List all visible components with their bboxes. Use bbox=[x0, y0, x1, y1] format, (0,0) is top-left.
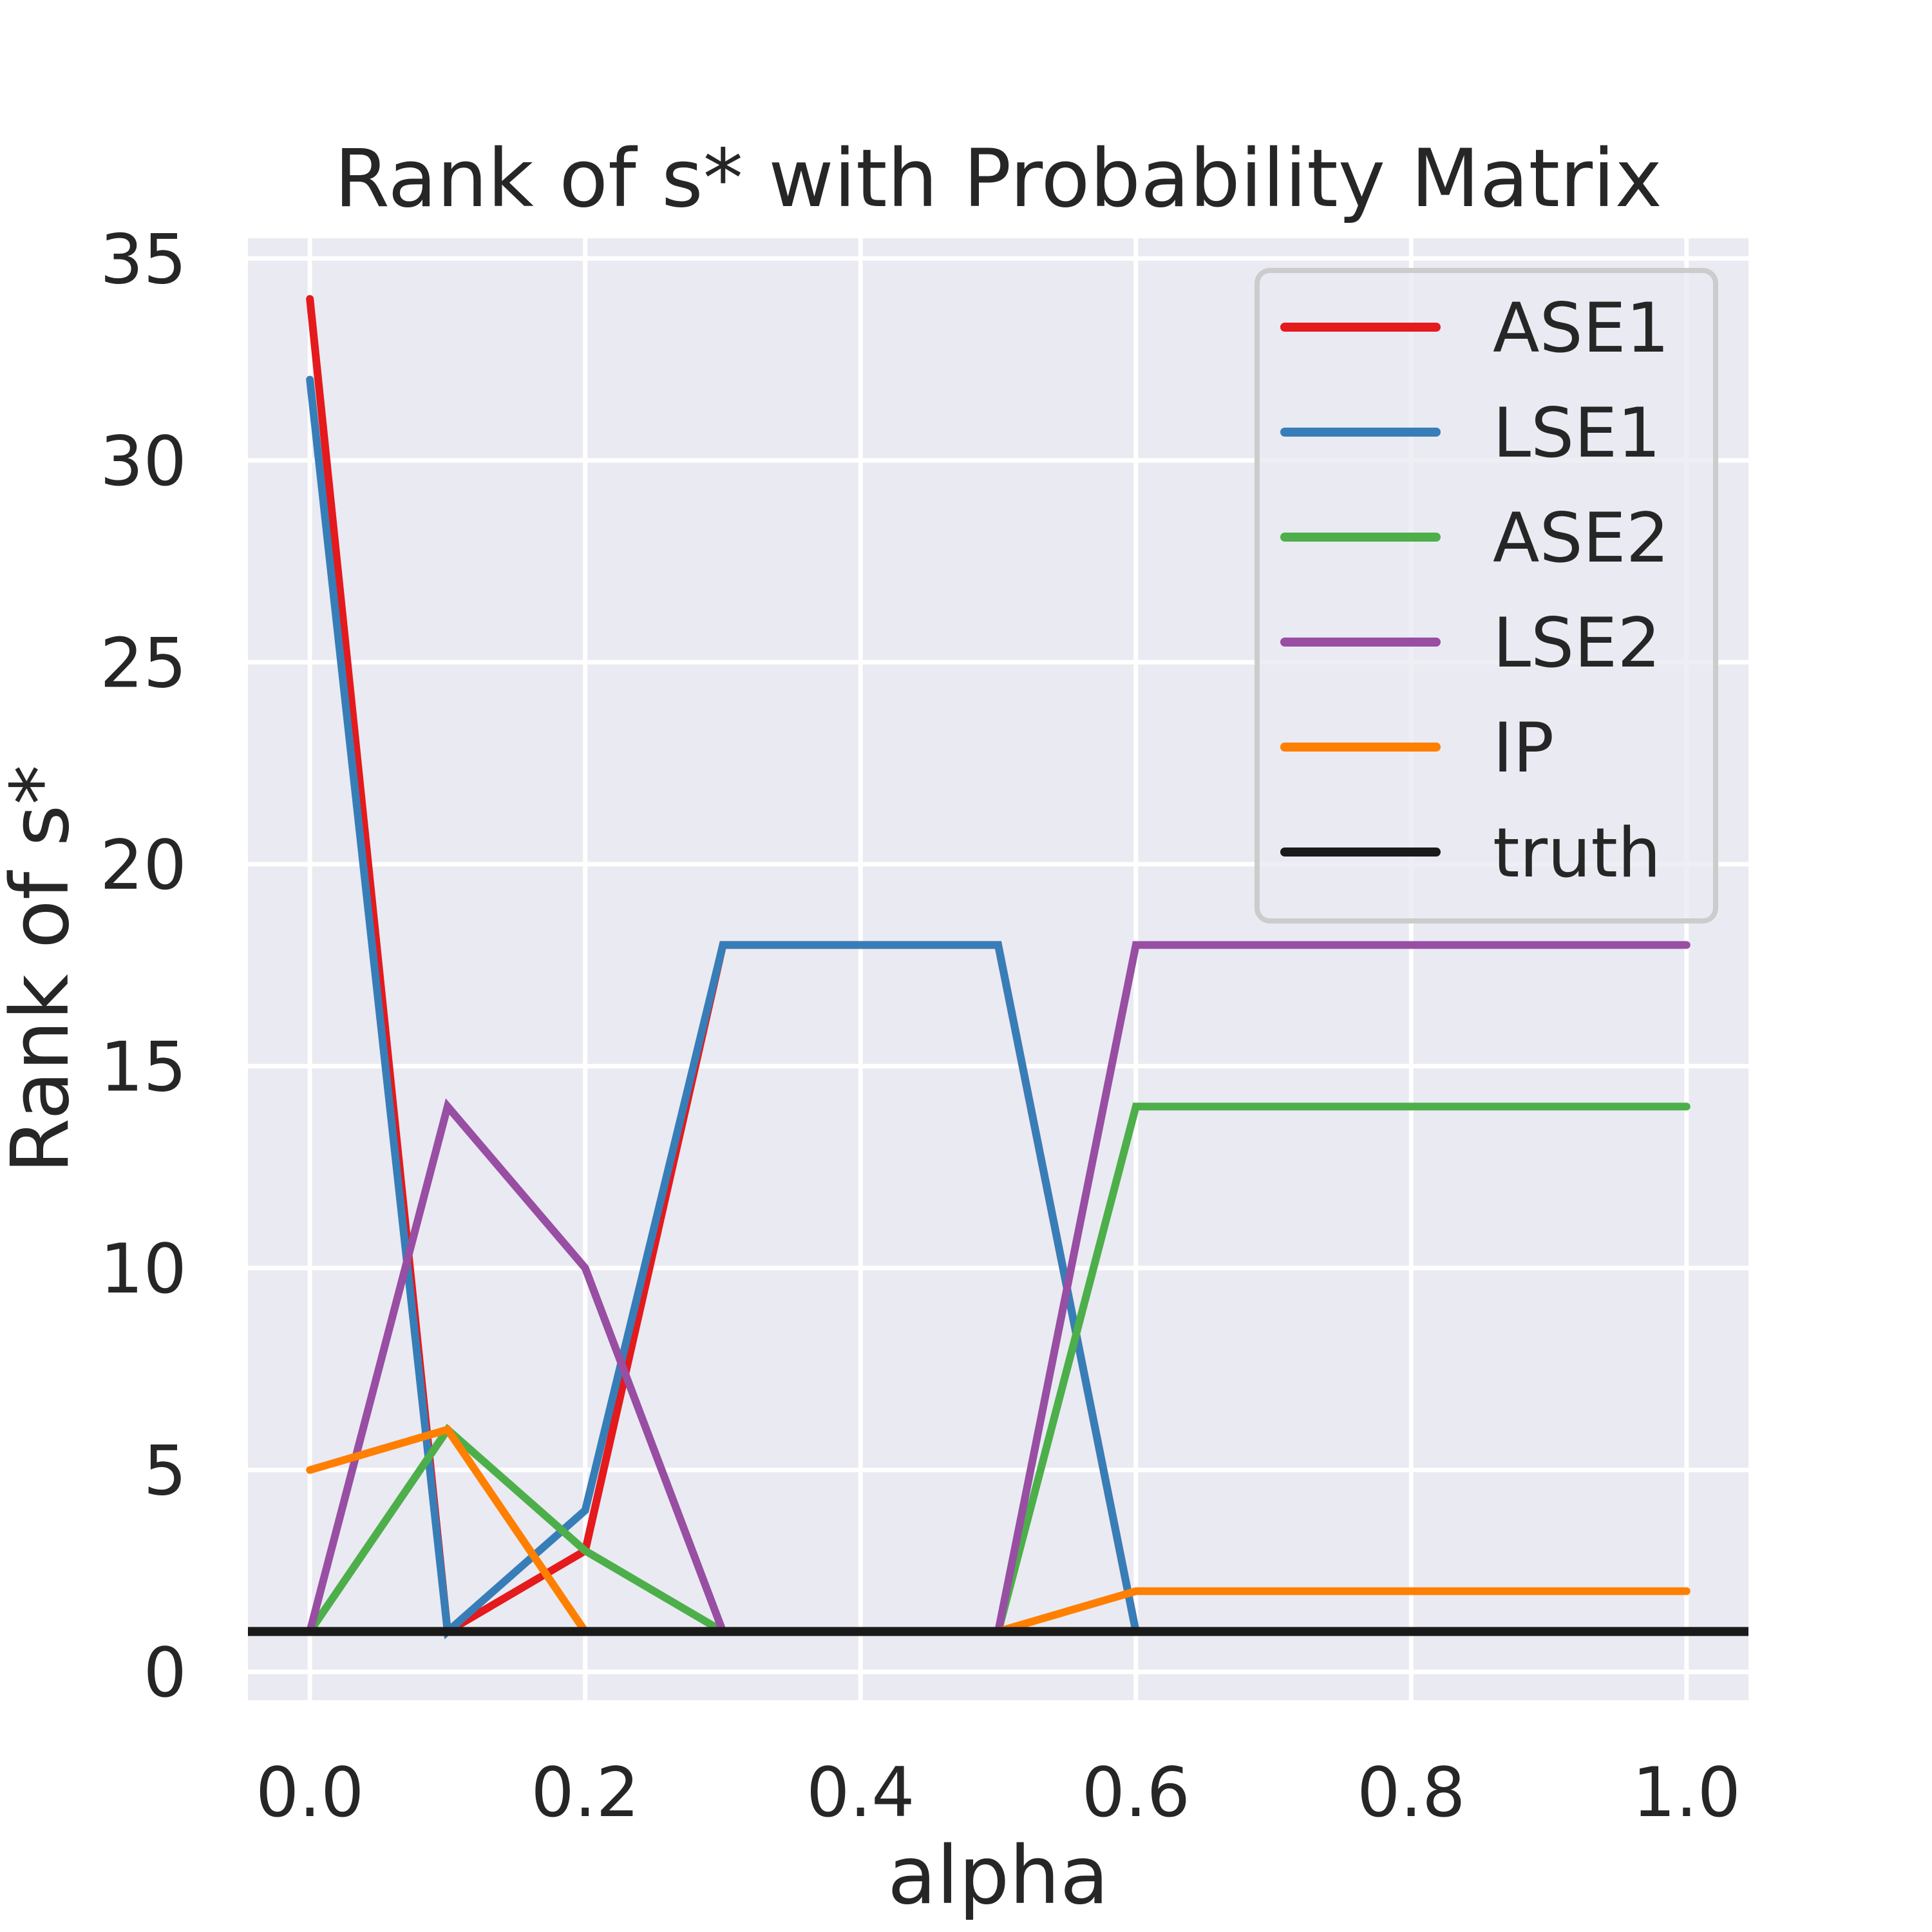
y-tick-label: 10 bbox=[100, 1229, 187, 1309]
x-tick-label: 0.2 bbox=[531, 1753, 639, 1832]
legend-label-ip: IP bbox=[1493, 708, 1554, 788]
legend-label-ase2: ASE2 bbox=[1493, 498, 1669, 578]
legend-label-lse1: LSE1 bbox=[1493, 393, 1661, 473]
y-tick-label: 0 bbox=[144, 1633, 187, 1712]
x-tick-label: 1.0 bbox=[1633, 1753, 1741, 1832]
y-tick-label: 20 bbox=[100, 826, 187, 905]
y-tick-label: 5 bbox=[144, 1432, 187, 1511]
legend: ASE1 LSE1 ASE2 LSE2 IP truth bbox=[1255, 268, 1718, 923]
chart-title: Rank of s* with Probability Matrix bbox=[334, 133, 1662, 225]
x-axis-label: alpha bbox=[887, 1830, 1109, 1922]
series-lines bbox=[248, 295, 1748, 1640]
x-tick-label: 0.0 bbox=[256, 1753, 365, 1832]
legend-label-lse2: LSE2 bbox=[1493, 603, 1661, 683]
y-tick-label: 15 bbox=[100, 1027, 187, 1106]
legend-label-ase1: ASE1 bbox=[1493, 289, 1669, 368]
tick-labels: 0.0 0.2 0.4 0.6 0.8 1.0 0 5 10 15 20 25 30 35 bbox=[100, 220, 1741, 1832]
y-tick-label: 35 bbox=[100, 220, 187, 299]
x-tick-label: 0.6 bbox=[1081, 1753, 1190, 1832]
x-tick-label: 0.4 bbox=[806, 1753, 915, 1832]
y-tick-label: 25 bbox=[100, 623, 187, 703]
y-tick-label: 30 bbox=[100, 422, 187, 501]
y-axis-label: Rank of s* bbox=[0, 765, 87, 1174]
x-tick-label: 0.8 bbox=[1357, 1753, 1466, 1832]
legend-label-truth: truth bbox=[1493, 813, 1661, 893]
